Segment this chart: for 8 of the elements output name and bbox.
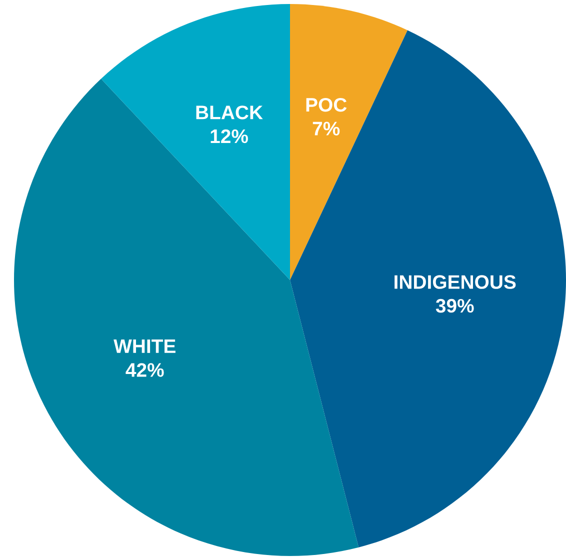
slice-label: POC [306,98,347,112]
slice-label: WHITE [114,340,176,353]
data-label: 42% [126,363,164,377]
slice-label: BLACK [196,106,263,120]
slice-label: INDIGENOUS [394,275,516,289]
data-label: 7% [312,122,340,136]
data-label: 39% [436,298,474,313]
data-label: 12% [210,129,248,144]
